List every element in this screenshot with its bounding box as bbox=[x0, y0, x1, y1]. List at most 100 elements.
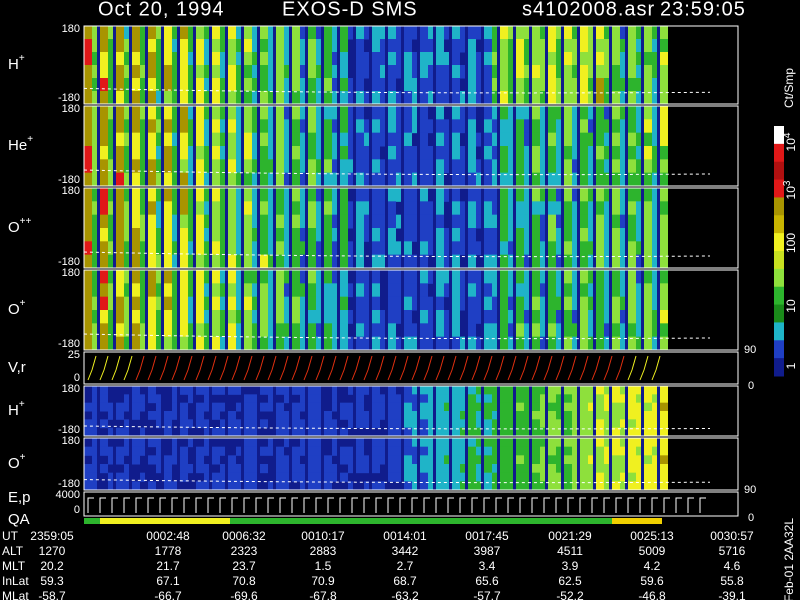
spectrogram-cell bbox=[148, 323, 156, 338]
spectrogram-cell bbox=[148, 481, 156, 491]
spectrogram-cell bbox=[92, 146, 97, 160]
spectrogram-cell bbox=[572, 146, 577, 160]
spectrogram-cell bbox=[84, 228, 92, 242]
spectrogram-cell bbox=[444, 159, 449, 174]
spectrogram-cell bbox=[212, 201, 220, 216]
spectrogram-cell bbox=[644, 438, 652, 448]
spectrogram-cell bbox=[660, 132, 668, 147]
spectrogram-cell bbox=[404, 270, 412, 284]
spectrogram-cell bbox=[132, 296, 140, 311]
spectrogram-cell bbox=[156, 228, 161, 242]
spectrogram-cell bbox=[620, 65, 625, 79]
spectrogram-cell bbox=[348, 26, 353, 40]
spectrogram-cell bbox=[660, 472, 668, 482]
spectrogram-cell bbox=[228, 201, 236, 216]
spectrogram-cell bbox=[380, 228, 385, 242]
spectrogram-cell bbox=[132, 394, 140, 404]
spectrogram-cell bbox=[84, 52, 92, 66]
spectrogram-cell bbox=[212, 296, 220, 311]
spectrogram-cell bbox=[172, 270, 177, 284]
spectrogram-cell bbox=[580, 446, 588, 456]
spectrogram-cell bbox=[84, 26, 92, 40]
spectrogram-cell bbox=[252, 455, 257, 465]
spectrogram-cell bbox=[532, 26, 540, 40]
spectrogram-cell bbox=[420, 411, 428, 420]
spectrogram-cell bbox=[572, 402, 577, 412]
spectrogram-cell bbox=[404, 159, 412, 174]
spectrogram-cell bbox=[620, 254, 625, 269]
spectrogram-cell bbox=[532, 52, 540, 66]
spectrogram-cell bbox=[276, 419, 284, 429]
spectrogram-cell bbox=[388, 394, 396, 404]
spectrogram-cell bbox=[604, 438, 609, 448]
spectrogram-cell bbox=[548, 472, 556, 482]
spectrogram-cell bbox=[636, 427, 641, 437]
spectrogram-cell bbox=[324, 419, 332, 429]
spectrogram-cell bbox=[500, 336, 508, 351]
spectrogram-cell bbox=[484, 270, 492, 284]
spectrogram-cell bbox=[588, 241, 593, 256]
spectrogram-cell bbox=[404, 481, 412, 491]
spectrogram-cell bbox=[300, 323, 305, 338]
spectrogram-cell bbox=[244, 91, 252, 105]
spectrogram-cell bbox=[188, 39, 193, 53]
spectrogram-cell bbox=[404, 52, 412, 66]
spectrogram-cell bbox=[436, 39, 444, 53]
spectrogram-cell bbox=[108, 119, 113, 134]
spectrogram-cell bbox=[476, 172, 481, 187]
spectrogram-cell bbox=[268, 39, 273, 53]
spectrogram-cell bbox=[412, 481, 417, 491]
spectrogram-cell bbox=[292, 214, 300, 229]
colorbar-tick: 100 bbox=[784, 233, 798, 253]
spectrogram-cell bbox=[420, 52, 428, 66]
spectrogram-cell bbox=[364, 283, 369, 298]
spectrogram-cell bbox=[412, 427, 417, 437]
spectrogram-cell bbox=[164, 323, 172, 338]
spectrogram-cell bbox=[372, 402, 380, 412]
spectrogram-cell bbox=[252, 310, 257, 324]
spectrogram-cell bbox=[588, 39, 593, 53]
spectrogram-cell bbox=[540, 91, 545, 105]
spectrogram-cell bbox=[84, 39, 92, 53]
spectrogram-cell bbox=[268, 214, 273, 229]
spectrogram-cell bbox=[324, 91, 332, 105]
spectrogram-cell bbox=[332, 91, 337, 105]
spectrogram-cell bbox=[612, 427, 620, 437]
spectrogram-cell bbox=[140, 201, 145, 216]
spectrogram-cell bbox=[564, 283, 572, 298]
spectrogram-cell bbox=[540, 270, 545, 284]
spectrogram-cell bbox=[452, 132, 460, 147]
table-cell: 4.6 bbox=[724, 559, 741, 573]
spectrogram-cell bbox=[652, 438, 657, 448]
energy-trace bbox=[159, 497, 166, 513]
spectrogram-cell bbox=[564, 146, 572, 160]
spectrogram-cell bbox=[476, 472, 481, 482]
spectrogram-cell bbox=[580, 411, 588, 420]
table-cell: 70.9 bbox=[311, 574, 335, 588]
spectrogram-cell bbox=[452, 91, 460, 105]
spectrogram-cell bbox=[604, 270, 609, 284]
spectrogram-cell bbox=[580, 172, 588, 187]
spectrogram-cell bbox=[220, 283, 225, 298]
spectrogram-cell bbox=[332, 201, 337, 216]
spectrogram-cell bbox=[444, 270, 449, 284]
spectrogram-cell bbox=[92, 310, 97, 324]
spectrogram-cell bbox=[268, 188, 273, 202]
spectrogram-cell bbox=[188, 188, 193, 202]
spectrogram-cell bbox=[356, 91, 364, 105]
spectrogram-cell bbox=[260, 336, 268, 351]
table-cell: 62.5 bbox=[558, 574, 582, 588]
spectrogram-cell bbox=[412, 464, 417, 474]
spectrogram-cell bbox=[604, 455, 609, 465]
spectrogram-cell bbox=[188, 159, 193, 174]
spectrogram-cell bbox=[108, 106, 113, 120]
spectrogram-cell bbox=[644, 455, 652, 465]
spectrogram-cell bbox=[524, 310, 529, 324]
spectrogram-cell bbox=[636, 65, 641, 79]
spectrogram-cell bbox=[332, 386, 337, 395]
spectrogram-cell bbox=[220, 427, 225, 437]
spectrogram-cell bbox=[172, 455, 177, 465]
spectrogram-cell bbox=[428, 65, 433, 79]
spectrogram-cell bbox=[204, 188, 209, 202]
spectrogram-cell bbox=[316, 26, 321, 40]
